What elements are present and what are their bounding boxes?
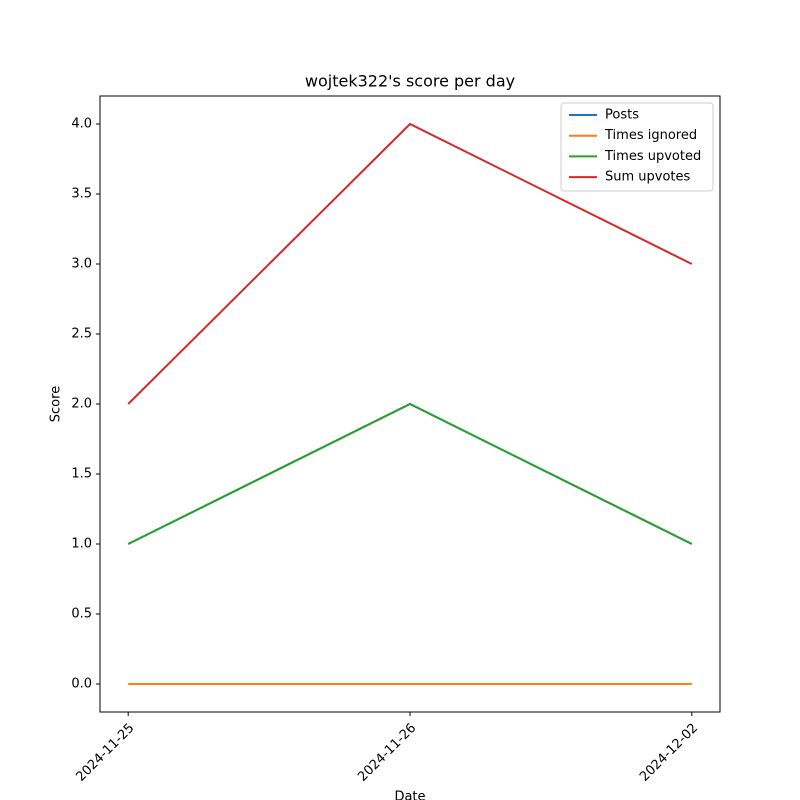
series-line [127, 122, 693, 405]
y-tick-label: 2.5 [71, 327, 92, 342]
legend: Posts Times ignored Times upvoted Sum upvot… [560, 102, 714, 192]
x-axis-label: Date [394, 790, 425, 800]
y-axis-label: Score [49, 386, 64, 422]
y-tick-label: 3.5 [71, 187, 92, 202]
y-tick-label: 3.0 [71, 257, 92, 272]
y-tick-label: 0.0 [71, 677, 92, 692]
legend-label: Sum upvotes [605, 170, 691, 185]
legend-box [560, 102, 714, 192]
legend-label: Posts [605, 108, 639, 123]
y-tick-label: 1.0 [71, 537, 92, 552]
y-tick-label: 0.5 [71, 607, 92, 622]
y-tick-label: 1.5 [71, 467, 92, 482]
legend-label: Times ignored [604, 128, 697, 143]
legend-label: Times upvoted [604, 149, 701, 164]
plot-frame [99, 95, 721, 713]
series-line [127, 402, 693, 545]
y-tick-label: 2.0 [71, 397, 92, 412]
y-tick-label: 4.0 [71, 117, 92, 132]
chart-title: wojtek322's score per day [305, 72, 515, 91]
